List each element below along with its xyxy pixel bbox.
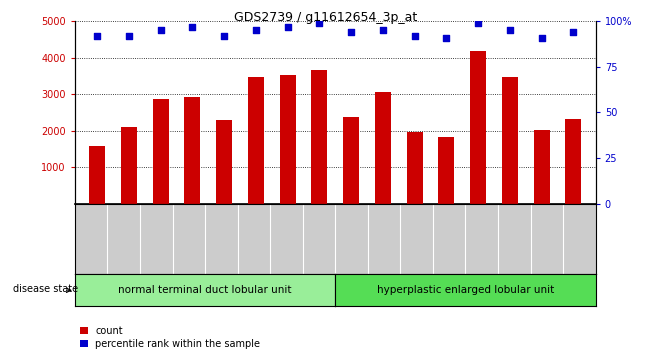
Point bbox=[473, 20, 484, 26]
Text: normal terminal duct lobular unit: normal terminal duct lobular unit bbox=[118, 285, 292, 295]
Point bbox=[251, 28, 261, 33]
Bar bbox=[248, 77, 264, 204]
Point bbox=[187, 24, 197, 29]
Point bbox=[219, 33, 229, 39]
Text: GDS2739 / g11612654_3p_at: GDS2739 / g11612654_3p_at bbox=[234, 11, 417, 24]
Bar bbox=[470, 51, 486, 204]
Point bbox=[505, 28, 515, 33]
Bar bbox=[280, 75, 296, 204]
Text: disease state: disease state bbox=[13, 284, 78, 293]
Bar bbox=[439, 137, 454, 204]
Point bbox=[441, 35, 452, 40]
Bar bbox=[407, 132, 422, 204]
Bar bbox=[311, 70, 327, 204]
Bar bbox=[502, 77, 518, 204]
Bar bbox=[343, 117, 359, 204]
Point bbox=[314, 20, 325, 26]
Bar bbox=[121, 127, 137, 204]
Point bbox=[92, 33, 102, 39]
Point bbox=[378, 28, 388, 33]
Point bbox=[283, 24, 293, 29]
Point bbox=[409, 33, 420, 39]
Bar bbox=[184, 97, 201, 204]
Text: hyperplastic enlarged lobular unit: hyperplastic enlarged lobular unit bbox=[377, 285, 554, 295]
Point bbox=[536, 35, 547, 40]
Bar bbox=[534, 130, 549, 204]
Bar bbox=[89, 146, 105, 204]
Legend: count, percentile rank within the sample: count, percentile rank within the sample bbox=[79, 326, 260, 349]
Point bbox=[124, 33, 134, 39]
Bar bbox=[375, 92, 391, 204]
Point bbox=[156, 28, 166, 33]
Bar bbox=[566, 119, 581, 204]
Point bbox=[568, 29, 579, 35]
Bar bbox=[153, 99, 169, 204]
Point bbox=[346, 29, 356, 35]
Bar bbox=[216, 120, 232, 204]
